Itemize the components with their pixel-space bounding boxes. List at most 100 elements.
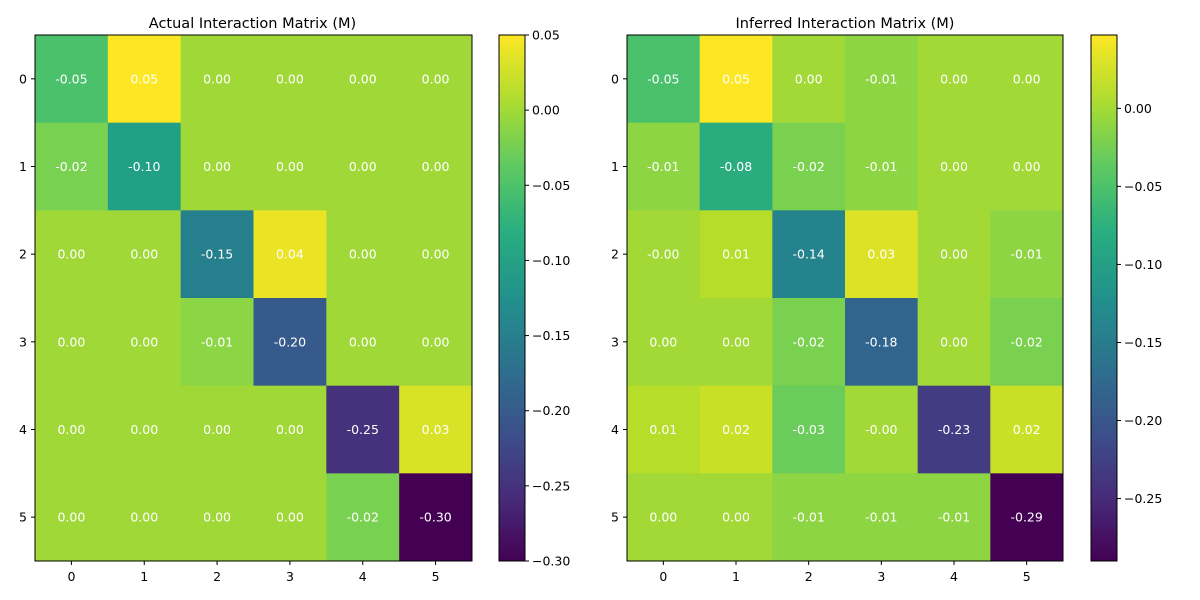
actual-cell-r4-c1: [107, 385, 182, 474]
inferred-colorbar-tick-label: 0.00: [1124, 101, 1152, 116]
actual-cell-r5-c4: [326, 473, 400, 562]
actual-cell-r1-c4: [326, 122, 400, 211]
actual-cell-r4-c4: [326, 385, 400, 474]
inferred-cell-label-r4-c3: -0.00: [865, 422, 897, 437]
actual-cell-label-r4-c3: 0.00: [276, 422, 304, 437]
inferred-colorbar-tick-label: −0.15: [1124, 335, 1162, 350]
actual-colorbar-tick-label: 0.05: [532, 28, 560, 43]
inferred-x-tick-label: 1: [732, 569, 740, 584]
actual-cell-label-r5-c3: 0.00: [276, 510, 304, 525]
inferred-cell-label-r1-c1: -0.08: [720, 159, 752, 174]
actual-x-tick-label: 5: [432, 569, 440, 584]
inferred-cell-label-r4-c2: -0.03: [792, 422, 824, 437]
inferred-cell-r5-c2: [772, 473, 846, 562]
inferred-cell-r0-c3: [845, 35, 919, 124]
inferred-cell-label-r1-c0: -0.01: [647, 159, 679, 174]
actual-cell-r0-c3: [253, 35, 327, 124]
actual-cell-label-r0-c5: 0.00: [422, 71, 450, 86]
inferred-colorbar-frame: [1090, 34, 1118, 562]
actual-colorbar-ticks: 0.05 0.00 −0.05 −0.10 −0.15 −0.20 −0.25 −0.30: [525, 28, 570, 569]
inferred-cell-label-r1-c4: 0.00: [940, 159, 968, 174]
actual-colorbar-frame: [498, 34, 526, 562]
actual-cell-label-r1-c4: 0.00: [349, 159, 377, 174]
inferred-cell-r5-c3: [845, 473, 919, 562]
actual-x-tick-label: 2: [213, 569, 221, 584]
actual-x-tick-label: 3: [286, 569, 294, 584]
actual-cell-r0-c4: [326, 35, 400, 124]
actual-matrix-panel: Actual Interaction Matrix (M) -0.05 0.05 0…: [19, 16, 570, 584]
inferred-cell-label-r2-c5: -0.01: [1010, 247, 1042, 262]
inferred-cell-label-r2-c1: 0.01: [722, 247, 750, 262]
actual-cell-r4-c3: [253, 385, 327, 474]
inferred-colorbar-tick-label: −0.25: [1124, 491, 1162, 506]
actual-cell-label-r2-c5: 0.00: [422, 247, 450, 262]
actual-cell-r2-c5: [399, 210, 473, 299]
inferred-cell-label-r3-c4: 0.00: [940, 334, 968, 349]
actual-cell-r2-c3: [253, 210, 327, 299]
actual-cell-r1-c3: [253, 122, 327, 211]
inferred-cell-r0-c1: [699, 35, 773, 124]
inferred-cell-label-r5-c5: -0.29: [1010, 510, 1042, 525]
actual-colorbar-tick-label: 0.00: [532, 103, 560, 118]
inferred-cell-r3-c3: [845, 298, 919, 387]
actual-cell-label-r3-c2: -0.01: [201, 334, 233, 349]
inferred-colorbar-tick-label: −0.05: [1124, 179, 1162, 194]
actual-cell-r3-c1: [107, 298, 182, 387]
actual-cell-r3-c0: [35, 298, 109, 387]
actual-cell-r1-c5: [399, 122, 473, 211]
inferred-cell-r2-c5: [990, 210, 1064, 299]
actual-matrix-cells: -0.05 0.05 0.00 0.00 0.00 0.00 -0.02 -0.10 0.00 0…: [35, 35, 473, 562]
inferred-cell-label-r5-c3: -0.01: [865, 510, 897, 525]
actual-matrix-x-axis: 0 1 2 3 4 5: [67, 561, 440, 584]
inferred-x-tick-label: 5: [1023, 569, 1031, 584]
actual-cell-r3-c3: [253, 298, 327, 387]
inferred-cell-r3-c5: [990, 298, 1064, 387]
actual-x-tick-label: 4: [359, 569, 367, 584]
actual-cell-r5-c2: [180, 473, 254, 562]
actual-cell-r0-c1: [107, 35, 182, 124]
inferred-cell-r3-c4: [917, 298, 991, 387]
inferred-cell-r1-c4: [917, 122, 991, 211]
inferred-x-tick-label: 4: [950, 569, 958, 584]
inferred-cell-r3-c1: [699, 298, 773, 387]
actual-y-tick-label: 1: [19, 159, 27, 174]
inferred-cell-label-r3-c2: -0.02: [792, 334, 824, 349]
actual-cell-label-r2-c3: 0.04: [276, 247, 304, 262]
actual-y-tick-label: 0: [19, 71, 27, 86]
inferred-cell-r5-c5: [990, 473, 1064, 562]
actual-cell-label-r0-c2: 0.00: [203, 71, 231, 86]
inferred-cell-label-r3-c0: 0.00: [649, 334, 677, 349]
inferred-matrix-frame: [626, 34, 1064, 562]
actual-cell-label-r1-c1: -0.10: [128, 159, 160, 174]
actual-cell-r3-c5: [399, 298, 473, 387]
inferred-y-tick-label: 0: [611, 71, 619, 86]
inferred-cell-r5-c0: [627, 473, 701, 562]
actual-cell-r3-c4: [326, 298, 400, 387]
actual-cell-r5-c1: [107, 473, 182, 562]
actual-cell-label-r5-c4: -0.02: [347, 510, 379, 525]
actual-cell-label-r4-c5: 0.03: [422, 422, 450, 437]
actual-cell-label-r2-c4: 0.00: [349, 247, 377, 262]
inferred-cell-label-r0-c5: 0.00: [1013, 71, 1041, 86]
inferred-cell-r4-c0: [627, 385, 701, 474]
inferred-cell-r2-c4: [917, 210, 991, 299]
inferred-cell-label-r2-c2: -0.14: [792, 247, 824, 262]
actual-y-tick-label: 2: [19, 247, 27, 262]
actual-cell-label-r1-c3: 0.00: [276, 159, 304, 174]
actual-cell-label-r2-c0: 0.00: [57, 247, 85, 262]
actual-colorbar-tick-label: −0.25: [532, 478, 570, 493]
inferred-cell-label-r2-c4: 0.00: [940, 247, 968, 262]
actual-cell-label-r1-c0: -0.02: [55, 159, 87, 174]
inferred-cell-r3-c0: [627, 298, 701, 387]
inferred-cell-label-r3-c1: 0.00: [722, 334, 750, 349]
actual-cell-label-r2-c2: -0.15: [201, 247, 233, 262]
inferred-cell-label-r4-c0: 0.01: [649, 422, 677, 437]
actual-matrix-title: Actual Interaction Matrix (M): [149, 16, 356, 32]
actual-cell-r2-c1: [107, 210, 182, 299]
inferred-cell-label-r5-c2: -0.01: [792, 510, 824, 525]
inferred-cell-r4-c2: [772, 385, 846, 474]
inferred-cell-label-r4-c1: 0.02: [722, 422, 750, 437]
inferred-cell-r5-c1: [699, 473, 773, 562]
actual-matrix-frame: [34, 34, 473, 562]
inferred-cell-label-r5-c0: 0.00: [649, 510, 677, 525]
